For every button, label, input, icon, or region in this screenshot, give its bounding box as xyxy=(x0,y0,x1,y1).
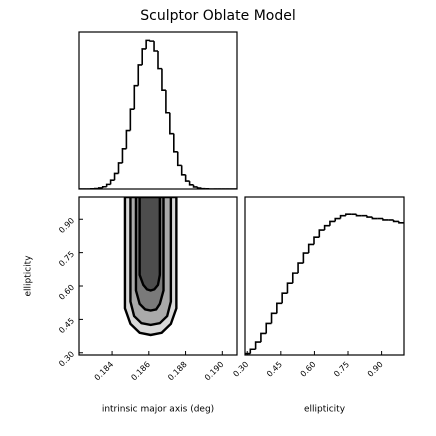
histogram-step xyxy=(245,352,251,355)
panel-marks xyxy=(79,39,237,189)
histogram-step xyxy=(323,224,330,231)
histogram-step xyxy=(249,348,256,354)
histogram-step xyxy=(125,129,131,149)
histogram-step xyxy=(339,214,346,219)
histogram-step xyxy=(117,162,123,174)
x-tick-label: 0.45 xyxy=(265,360,284,379)
histogram-step xyxy=(276,302,283,314)
x-tick-label: 0.186 xyxy=(129,360,152,383)
histogram-step xyxy=(345,213,352,216)
histogram-step xyxy=(313,236,320,245)
histogram-step xyxy=(161,68,166,91)
panel-marks xyxy=(245,213,404,355)
histogram-step xyxy=(105,183,111,187)
x-tick-label: 0.75 xyxy=(332,360,351,379)
histogram-step xyxy=(286,282,293,294)
histogram-step xyxy=(173,133,178,153)
histogram-step xyxy=(398,221,404,224)
x-tick-label: 0.188 xyxy=(166,360,189,383)
y-tick-label: 0.60 xyxy=(57,283,76,302)
histogram-step xyxy=(270,312,277,324)
x-axis-label: ellipticity xyxy=(304,405,346,415)
x-axis-label: intrinsic major axis (deg) xyxy=(102,405,214,415)
panel-marks xyxy=(123,197,178,337)
panel-frame xyxy=(78,31,238,190)
y-tick-label: 0.90 xyxy=(57,216,76,235)
histogram-step xyxy=(176,151,182,167)
histogram-step xyxy=(318,229,325,238)
histogram-step xyxy=(302,252,309,264)
histogram-step xyxy=(133,84,139,110)
histogram-step xyxy=(254,341,261,350)
panel-frame xyxy=(244,196,405,356)
histogram-step xyxy=(157,50,162,70)
y-axis-label: ellipticity xyxy=(24,255,34,297)
histogram-step xyxy=(129,108,135,131)
histogram-step xyxy=(307,243,314,254)
contour xyxy=(138,197,162,292)
x-tick-label: 0.190 xyxy=(203,360,226,383)
histogram-step xyxy=(188,181,194,186)
histogram-step xyxy=(180,165,186,176)
histogram-step xyxy=(281,292,288,304)
histogram-step xyxy=(371,217,378,220)
histogram-step xyxy=(113,172,119,181)
histogram-step xyxy=(121,147,127,163)
x-tick-label: 0.90 xyxy=(366,360,385,379)
histogram-step xyxy=(165,90,170,114)
x-tick-label: 0.184 xyxy=(93,360,116,383)
histogram-step xyxy=(297,262,304,274)
histogram-step xyxy=(355,214,362,217)
y-tick-label: 0.30 xyxy=(57,350,76,369)
histogram-step xyxy=(392,219,399,223)
histogram-step xyxy=(291,272,299,284)
histogram-step xyxy=(334,217,341,222)
histogram-step xyxy=(149,40,155,42)
histogram-step xyxy=(141,48,147,65)
figure-title: Sculptor Oblate Model xyxy=(140,8,295,24)
histogram-step xyxy=(196,186,202,189)
histogram-step xyxy=(260,332,267,343)
y-tick-label: 0.45 xyxy=(57,316,76,335)
histogram-step xyxy=(97,187,103,189)
histogram-step xyxy=(153,41,158,52)
panel-frame xyxy=(78,196,238,356)
histogram-step xyxy=(192,184,198,188)
histogram-step xyxy=(329,220,336,226)
histogram-step xyxy=(169,112,174,135)
x-tick-label: 0.30 xyxy=(231,360,250,379)
histogram-step xyxy=(184,174,190,182)
y-tick-label: 0.75 xyxy=(57,249,76,268)
histogram-step xyxy=(109,179,115,185)
histogram-step xyxy=(101,185,107,188)
histogram-step xyxy=(265,322,272,334)
histogram-step xyxy=(382,218,389,221)
histogram-step xyxy=(145,39,151,49)
histogram-step xyxy=(137,64,143,86)
histogram-step xyxy=(366,215,373,218)
x-tick-label: 0.60 xyxy=(299,360,318,379)
